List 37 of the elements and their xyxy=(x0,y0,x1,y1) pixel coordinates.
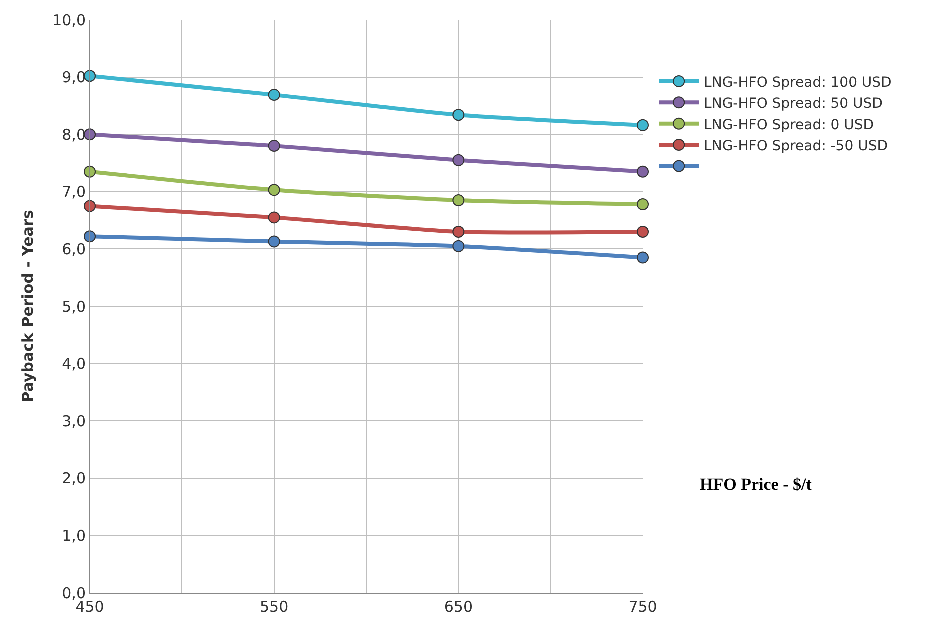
point xyxy=(84,230,96,243)
y-tick-label: 6,0 xyxy=(62,240,86,258)
point xyxy=(452,109,465,122)
y-tick-label: 8,0 xyxy=(62,126,86,144)
y-tick-label: 3,0 xyxy=(62,412,86,430)
point xyxy=(637,119,649,132)
point xyxy=(84,166,96,178)
x-tick-label: 550 xyxy=(260,598,289,616)
point xyxy=(452,194,465,206)
x-tick-label: 750 xyxy=(628,598,658,616)
y-tick-label: 2,0 xyxy=(62,470,86,488)
point xyxy=(452,240,465,252)
point xyxy=(268,89,280,102)
y-tick-label: 9,0 xyxy=(62,68,86,87)
y-tick-label: 5,0 xyxy=(62,298,86,316)
point xyxy=(268,212,280,224)
y-tick-label: 4,0 xyxy=(62,355,86,374)
y-axis-title: Payback Period - Years xyxy=(18,210,37,403)
x-axis-title: HFO Price - $/t xyxy=(700,475,812,494)
point xyxy=(268,184,280,196)
legend-label: LNG-HFO Spread: -50 USD xyxy=(704,138,888,154)
x-tick-label: 650 xyxy=(444,598,473,616)
y-tick-label: 1,0 xyxy=(62,526,86,545)
legend-label: LNG-HFO Spread: 0 USD xyxy=(704,117,874,134)
point xyxy=(452,226,465,238)
legend-label: LNG-HFO Spread: 50 USD xyxy=(704,96,883,112)
point xyxy=(268,236,280,248)
point xyxy=(268,140,280,152)
point xyxy=(637,226,649,238)
point xyxy=(84,200,96,212)
legend-label: LNG-HFO Spread: 100 USD xyxy=(704,74,892,91)
y-tick-label: 7,0 xyxy=(62,183,86,202)
point xyxy=(452,154,465,166)
y-tick-label: 10,0 xyxy=(52,11,86,30)
point xyxy=(637,198,649,211)
point xyxy=(637,166,649,178)
point xyxy=(637,252,649,264)
